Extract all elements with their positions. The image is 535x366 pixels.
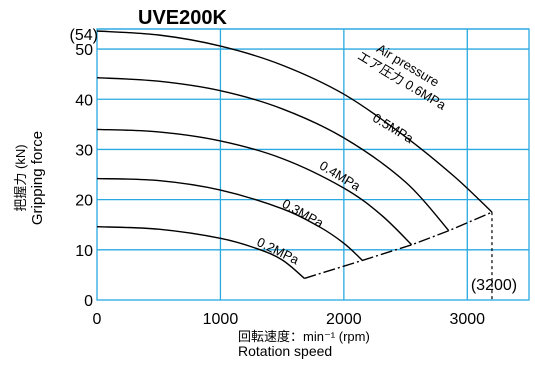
chart-title: UVE200K xyxy=(138,7,227,29)
series-line-05mpa xyxy=(96,77,450,232)
series-line-03mpa xyxy=(96,177,363,261)
y-tick-label: 40 xyxy=(75,92,93,109)
x-tick-label: 0 xyxy=(93,311,102,328)
series-line-04mpa xyxy=(96,128,413,246)
x-tick-label: 3000 xyxy=(449,311,485,328)
y-tick-label: 30 xyxy=(75,142,93,159)
series-line-02mpa xyxy=(96,226,305,279)
y-tick-label: 10 xyxy=(75,243,93,260)
plot-frame xyxy=(96,28,530,301)
curve-label-p03: 0.3MPa xyxy=(280,196,327,231)
x-axis-label-ja: 回転速度：min⁻¹ (rpm) xyxy=(238,329,370,344)
tick-labels: 0 1000 2000 3000 0 10 20 30 40 50 (3200) xyxy=(75,42,517,328)
series-line-06mpa xyxy=(96,30,493,213)
speed-limit-line xyxy=(304,211,493,280)
x-tick-label: 2000 xyxy=(326,311,362,328)
curve-label-p02: 0.2MPa xyxy=(255,234,303,267)
series-layer xyxy=(96,30,493,300)
curve-label-p04: 0.4MPa xyxy=(317,158,364,194)
y-tick-label: 0 xyxy=(84,293,93,310)
x-axis-label-en: Rotation speed xyxy=(238,343,332,359)
x-tick-label: 1000 xyxy=(203,311,239,328)
max-speed-marker-label: (3200) xyxy=(471,277,517,294)
y-tick-label: 20 xyxy=(75,193,93,210)
curve-label-p05: 0.5MPa xyxy=(370,110,417,146)
y-tick-label: 50 xyxy=(75,42,93,59)
y-axis-label: 把握力 (kN) Gripping force xyxy=(13,131,46,225)
grid xyxy=(96,28,530,301)
y-axis-label-ja: 把握力 (kN) xyxy=(13,144,28,211)
y-axis-label-en: Gripping force xyxy=(29,131,46,225)
y-top-label: (54) xyxy=(70,27,98,44)
